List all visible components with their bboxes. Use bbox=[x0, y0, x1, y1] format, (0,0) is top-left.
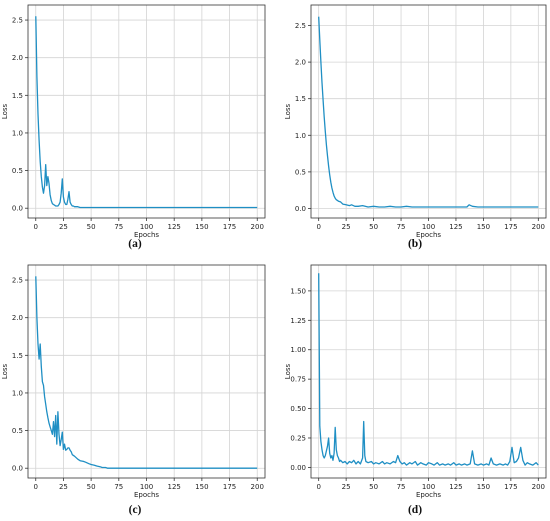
y-tick-label: 1.0 bbox=[12, 129, 23, 137]
x-tick-label: 0 bbox=[316, 223, 320, 231]
y-tick-label: 2.0 bbox=[295, 59, 306, 67]
y-tick-label: 0.0 bbox=[295, 205, 306, 213]
x-tick-label: 150 bbox=[195, 223, 208, 231]
x-axis-title: Epochs bbox=[134, 491, 159, 499]
x-tick-label: 100 bbox=[422, 483, 435, 491]
x-tick-label: 175 bbox=[504, 223, 517, 231]
x-tick-label: 25 bbox=[59, 483, 68, 491]
y-axis-title: Loss bbox=[284, 103, 292, 119]
y-axis-title: Loss bbox=[284, 363, 292, 379]
panel-caption: (b) bbox=[408, 238, 422, 250]
y-tick-label: 0.50 bbox=[290, 405, 306, 413]
loss-series-line bbox=[35, 16, 258, 209]
y-tick-label: 1.50 bbox=[290, 287, 306, 295]
x-tick-label: 100 bbox=[422, 223, 435, 231]
chart-panel-2: 0 25 50 75 100 125 150 175 200 0.0 0.5 1.0 1.5 2.0 2.5… bbox=[284, 4, 547, 250]
x-tick-label: 200 bbox=[251, 483, 264, 491]
y-tick-label: 0.00 bbox=[290, 464, 306, 472]
x-tick-label: 50 bbox=[87, 483, 96, 491]
x-tick-label: 0 bbox=[34, 483, 38, 491]
x-tick-label: 175 bbox=[223, 223, 236, 231]
chart-panel-4: 0 25 50 75 100 125 150 175 200 0.00 0.25 0.50 0.75 1.… bbox=[284, 264, 547, 516]
y-tick-label: 1.5 bbox=[12, 92, 23, 100]
x-tick-label: 175 bbox=[223, 483, 236, 491]
x-axis-title: Epochs bbox=[416, 491, 441, 499]
y-tick-label: 0.25 bbox=[290, 434, 306, 442]
y-tick-label: 0.0 bbox=[12, 465, 23, 473]
y-tick-label: 0.5 bbox=[295, 168, 306, 176]
y-tick-label: 2.5 bbox=[12, 17, 23, 25]
y-tick-label: 0.5 bbox=[12, 167, 23, 175]
y-tick-label: 2.0 bbox=[12, 54, 23, 62]
y-tick-label: 1.00 bbox=[290, 346, 306, 354]
x-tick-label: 0 bbox=[34, 223, 38, 231]
x-tick-label: 25 bbox=[342, 483, 351, 491]
panel-caption: (d) bbox=[408, 504, 422, 516]
x-tick-label: 0 bbox=[316, 483, 320, 491]
x-tick-label: 75 bbox=[114, 223, 123, 231]
loss-series-line bbox=[35, 276, 258, 469]
y-tick-label: 1.5 bbox=[295, 95, 306, 103]
y-axis-title: Loss bbox=[1, 103, 9, 119]
y-tick-label: 1.25 bbox=[290, 317, 306, 325]
x-tick-label: 25 bbox=[342, 223, 351, 231]
loss-series-line bbox=[318, 273, 539, 466]
x-tick-label: 75 bbox=[114, 483, 123, 491]
x-axis-title: Epochs bbox=[134, 231, 159, 239]
x-tick-label: 200 bbox=[532, 483, 545, 491]
y-tick-label: 1.0 bbox=[295, 132, 306, 140]
x-tick-label: 125 bbox=[167, 483, 180, 491]
x-tick-label: 125 bbox=[167, 223, 180, 231]
x-tick-label: 200 bbox=[532, 223, 545, 231]
chart-panel-3: 0 25 50 75 100 125 150 175 200 0.0 0.5 1.0 1.5 2.0 2.5… bbox=[1, 264, 266, 516]
y-tick-label: 2.5 bbox=[295, 22, 306, 30]
x-tick-label: 50 bbox=[369, 223, 378, 231]
y-tick-label: 2.5 bbox=[12, 277, 23, 285]
y-tick-label: 1.5 bbox=[12, 352, 23, 360]
x-axis-title: Epochs bbox=[416, 231, 441, 239]
x-tick-label: 100 bbox=[140, 483, 153, 491]
x-tick-label: 125 bbox=[449, 223, 462, 231]
x-tick-label: 25 bbox=[59, 223, 68, 231]
x-tick-label: 100 bbox=[140, 223, 153, 231]
x-tick-label: 200 bbox=[251, 223, 264, 231]
x-tick-label: 150 bbox=[195, 483, 208, 491]
y-tick-label: 2.0 bbox=[12, 314, 23, 322]
chart-panel-1: 0 25 50 75 100 125 150 175 200 0.0 0.5 1.0 1.5 2.0 2.5… bbox=[1, 4, 266, 250]
y-tick-label: 0.0 bbox=[12, 205, 23, 213]
loss-series-line bbox=[318, 16, 539, 208]
x-tick-label: 50 bbox=[369, 483, 378, 491]
x-tick-label: 50 bbox=[87, 223, 96, 231]
y-tick-label: 0.75 bbox=[290, 376, 306, 384]
x-tick-label: 75 bbox=[397, 223, 406, 231]
y-axis-title: Loss bbox=[1, 363, 9, 379]
x-tick-label: 175 bbox=[504, 483, 517, 491]
x-tick-label: 125 bbox=[449, 483, 462, 491]
y-tick-label: 1.0 bbox=[12, 389, 23, 397]
y-tick-label: 0.5 bbox=[12, 427, 23, 435]
x-tick-label: 150 bbox=[477, 223, 490, 231]
panel-caption: (c) bbox=[129, 504, 142, 516]
panel-caption: (a) bbox=[128, 238, 142, 250]
x-tick-label: 75 bbox=[397, 483, 406, 491]
x-tick-label: 150 bbox=[477, 483, 490, 491]
